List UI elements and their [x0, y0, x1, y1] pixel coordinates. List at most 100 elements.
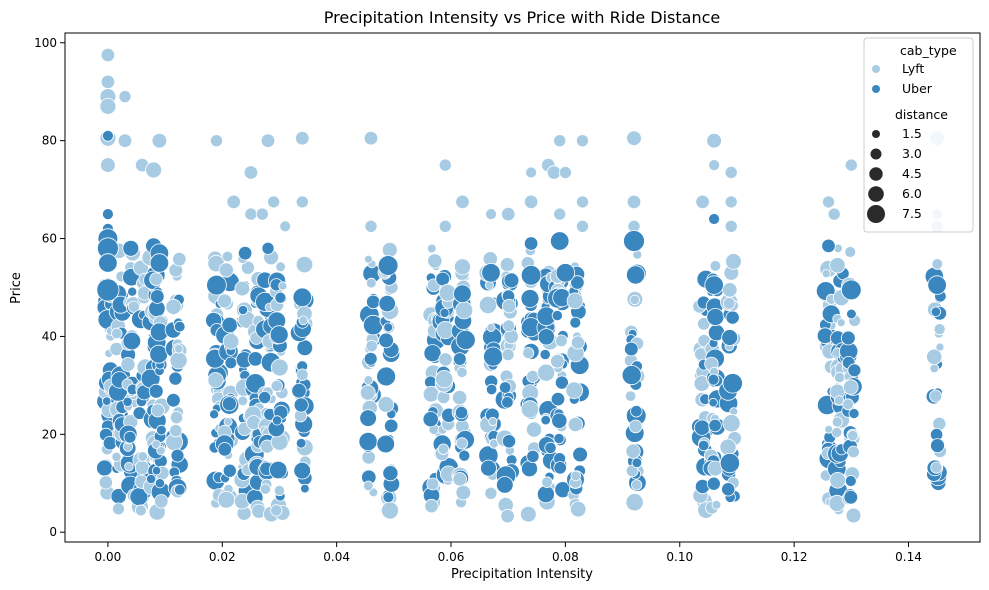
scatter-point [363, 375, 374, 386]
y-tick-label: 60 [42, 232, 57, 246]
scatter-point [553, 461, 567, 475]
scatter-point [708, 418, 722, 433]
legend-label: Lyft [902, 61, 924, 76]
scatter-point [455, 301, 474, 320]
scatter-point [422, 411, 439, 428]
scatter-point [451, 389, 468, 406]
scatter-point [150, 403, 165, 418]
scatter-point [221, 250, 234, 263]
x-tick-label: 0.02 [209, 550, 236, 564]
scatter-point [365, 277, 377, 289]
scatter-point [222, 333, 240, 350]
scatter-point [279, 220, 292, 233]
y-tick-label: 100 [34, 36, 57, 50]
scatter-point [99, 98, 117, 115]
scatter-point [722, 414, 741, 433]
scatter-point [437, 443, 450, 455]
scatter-point [844, 158, 858, 172]
scatter-point [172, 252, 187, 267]
legend-marker [872, 65, 880, 73]
scatter-point [358, 431, 378, 452]
scatter-point [452, 472, 467, 487]
scatter-point [100, 47, 116, 63]
scatter-point [485, 208, 497, 221]
scatter-point [707, 373, 720, 386]
scatter-point [240, 260, 255, 275]
scatter-point [150, 289, 165, 304]
scatter-point [377, 396, 395, 413]
scatter-point [363, 130, 379, 146]
legend-size-marker [870, 148, 882, 160]
scatter-point [364, 219, 378, 233]
scatter-point [930, 306, 942, 318]
scatter-point [724, 165, 738, 179]
scatter-point [566, 292, 584, 310]
scatter-point [698, 439, 710, 452]
scatter-point [134, 460, 150, 476]
scatter-point [930, 461, 943, 474]
scatter-point [146, 473, 157, 485]
scatter-point [484, 486, 498, 500]
scatter-point [621, 365, 642, 386]
scatter-point [576, 219, 590, 233]
scatter-point [145, 161, 163, 179]
scatter-point [384, 418, 399, 434]
scatter-point [630, 479, 643, 491]
scatter-point [821, 238, 836, 254]
scatter-point [722, 297, 736, 310]
scatter-point [522, 346, 535, 359]
scatter-point [827, 207, 841, 221]
scatter-point [382, 491, 395, 504]
scatter-point [169, 410, 184, 425]
scatter-point [478, 295, 498, 315]
scatter-point [217, 293, 233, 309]
scatter-point [237, 304, 249, 316]
scatter-point [724, 219, 738, 233]
scatter-point [455, 484, 472, 501]
scatter-point [485, 383, 498, 396]
scatter-point [631, 457, 643, 469]
x-axis-label: Precipitation Intensity [451, 567, 593, 582]
scatter-point [271, 415, 283, 426]
scatter-point [247, 351, 264, 367]
scatter-point [500, 508, 515, 524]
scatter-point [223, 417, 233, 427]
scatter-point [224, 356, 238, 370]
scatter-point [439, 307, 450, 318]
scatter-point [929, 363, 940, 374]
scatter-point [847, 430, 859, 442]
scatter-point [570, 501, 587, 518]
y-axis: 0 20 40 60 80 100 [34, 36, 65, 539]
scatter-point [840, 330, 856, 346]
scatter-point [836, 318, 846, 328]
scatter-point [424, 498, 439, 514]
scatter-point [363, 254, 373, 264]
scatter-point [120, 356, 136, 372]
legend-size-title: distance [895, 107, 948, 122]
scatter-point [427, 253, 443, 269]
scatter-point [435, 271, 451, 287]
scatter-point [151, 132, 168, 149]
scatter-point [624, 390, 637, 402]
scatter-point [926, 348, 943, 365]
scatter-point [539, 348, 551, 361]
scatter-point [154, 478, 165, 489]
scatter-point [275, 261, 286, 273]
scatter-point [293, 461, 312, 480]
scatter-point [501, 298, 517, 314]
scatter-point [540, 414, 551, 426]
scatter-point [847, 363, 862, 378]
scatter-point [295, 195, 309, 209]
scatter-point [293, 397, 309, 413]
scatter-point [519, 505, 537, 523]
legend-label: Uber [902, 81, 933, 96]
scatter-point [822, 195, 836, 209]
scatter-point [570, 275, 585, 290]
y-tick-label: 80 [42, 134, 57, 148]
scatter-point [724, 195, 738, 209]
scatter-point [234, 280, 251, 297]
scatter-point [426, 477, 440, 491]
scatter-point [156, 424, 167, 436]
y-tick-label: 40 [42, 329, 57, 343]
